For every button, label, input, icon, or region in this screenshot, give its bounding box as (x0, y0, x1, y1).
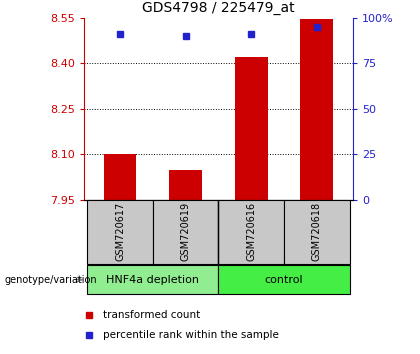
Bar (104, 154, 136, 200)
FancyBboxPatch shape (218, 200, 284, 264)
Text: GSM720619: GSM720619 (181, 202, 191, 262)
Text: transformed count: transformed count (103, 309, 200, 320)
Text: GSM720616: GSM720616 (246, 202, 256, 262)
FancyBboxPatch shape (87, 200, 153, 264)
FancyBboxPatch shape (153, 200, 218, 264)
Text: control: control (265, 275, 303, 285)
FancyBboxPatch shape (218, 266, 349, 294)
Text: GSM720618: GSM720618 (312, 202, 322, 262)
Bar (169, 170, 202, 200)
Text: GSM720617: GSM720617 (115, 202, 125, 262)
Bar (300, 19, 333, 200)
Bar (235, 57, 268, 200)
Text: genotype/variation: genotype/variation (4, 275, 97, 285)
Text: HNF4a depletion: HNF4a depletion (106, 275, 200, 285)
Title: GDS4798 / 225479_at: GDS4798 / 225479_at (142, 1, 295, 15)
FancyBboxPatch shape (87, 266, 218, 294)
FancyBboxPatch shape (284, 200, 349, 264)
Text: percentile rank within the sample: percentile rank within the sample (103, 330, 279, 339)
